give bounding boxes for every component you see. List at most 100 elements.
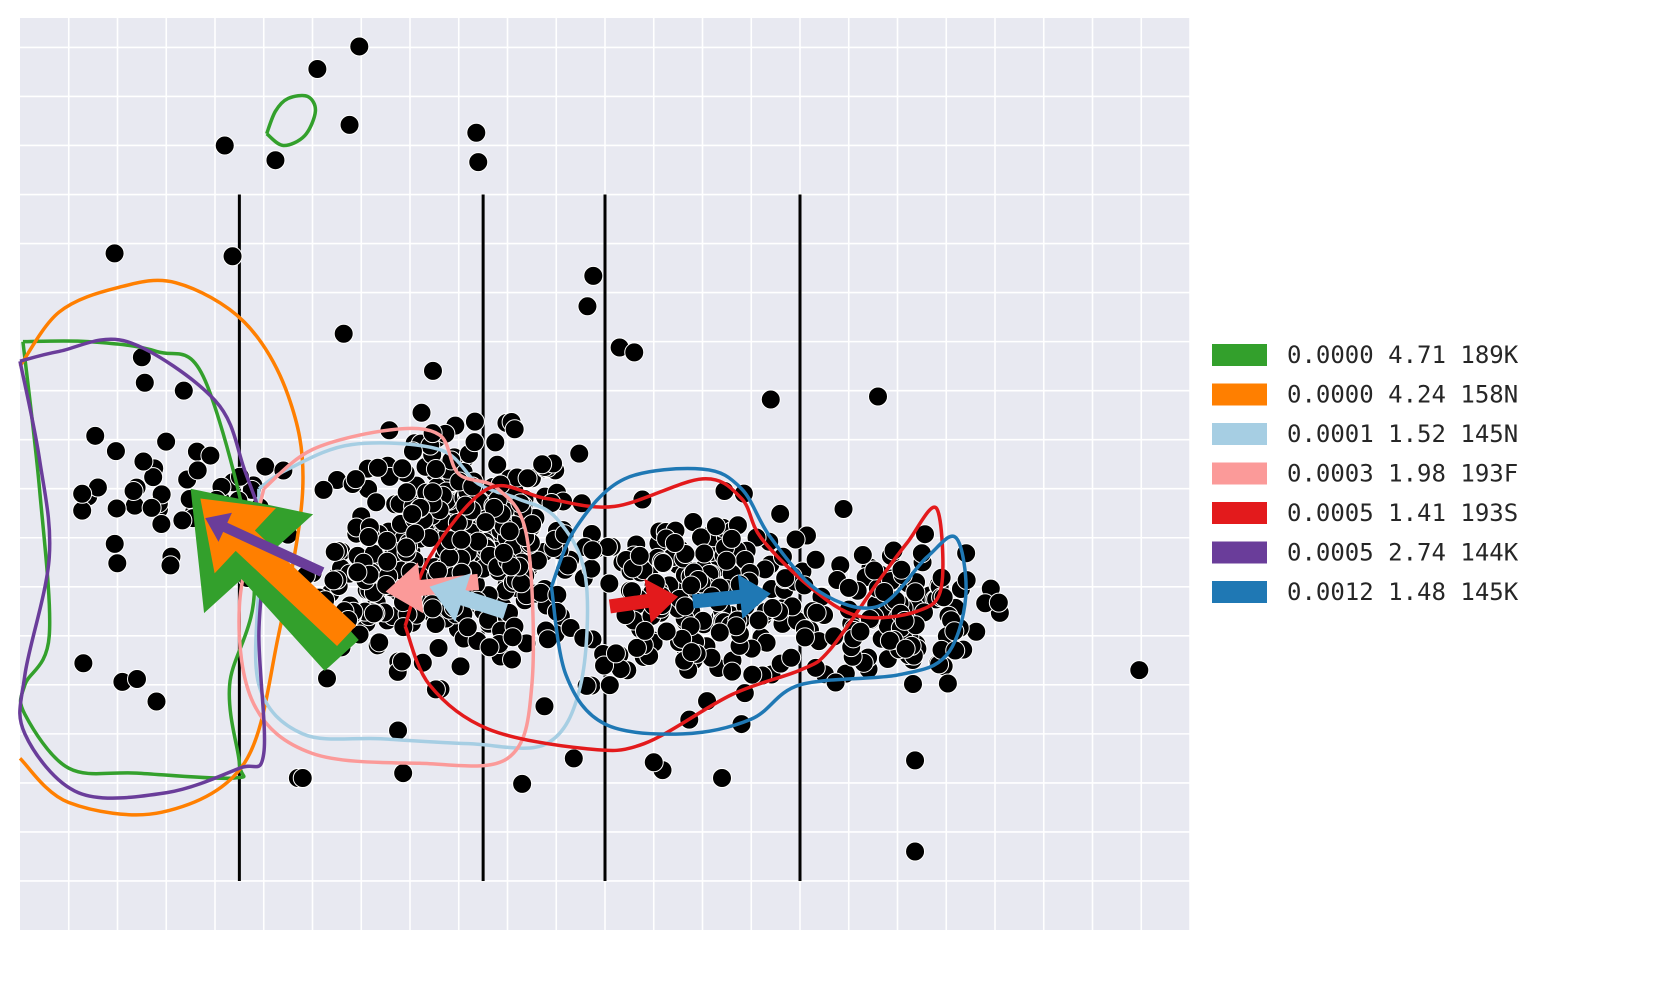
- scatter-point: [537, 629, 558, 650]
- scatter-point: [573, 627, 594, 648]
- scatter-point: [502, 649, 523, 670]
- scatter-point: [347, 562, 368, 583]
- scatter-point: [806, 602, 827, 623]
- scatter-point: [709, 622, 730, 643]
- scatter-point: [105, 441, 126, 462]
- scatter-point: [512, 773, 533, 794]
- scatter-point: [464, 411, 485, 432]
- scatter-point: [173, 380, 194, 401]
- scatter-point: [868, 386, 888, 407]
- scatter-point: [914, 524, 935, 545]
- scatter-point: [629, 545, 650, 566]
- scatter-point: [634, 620, 655, 641]
- scatter-point: [345, 469, 366, 490]
- scatter-point: [160, 555, 181, 576]
- scatter-point: [214, 135, 235, 156]
- scatter-point: [402, 504, 423, 525]
- scatter-point: [599, 573, 620, 594]
- legend-label: 0.0000 4.71 189K: [1287, 341, 1519, 369]
- scatter-point: [833, 499, 854, 520]
- scatter-point: [624, 342, 645, 363]
- scatter-point: [653, 552, 674, 573]
- scatter-point: [681, 642, 702, 663]
- legend-label: 0.0005 1.41 193S: [1287, 499, 1518, 527]
- scatter-point: [393, 617, 414, 638]
- scatter-point: [363, 603, 384, 624]
- scatter-point: [643, 752, 664, 773]
- scatter-point: [594, 655, 615, 676]
- scatter-point: [339, 114, 360, 135]
- scatter-point: [156, 431, 177, 452]
- legend: 0.0000 4.71 189K 0.0000 4.24 158N 0.0001 1…: [1212, 341, 1519, 606]
- scatter-point: [307, 58, 328, 79]
- scatter-point: [583, 265, 604, 286]
- scatter-point: [466, 122, 487, 143]
- scatter-point: [905, 582, 926, 603]
- scatter-point: [146, 691, 167, 712]
- legend-swatch: [1212, 541, 1267, 564]
- scatter-point: [712, 768, 732, 788]
- scatter-point: [626, 637, 647, 658]
- scatter-point: [762, 598, 783, 619]
- scatter-point: [722, 661, 743, 682]
- legend-swatch: [1212, 344, 1267, 366]
- scatter-point: [681, 575, 702, 596]
- scatter-point: [532, 454, 553, 475]
- scatter-point: [511, 573, 532, 594]
- legend-swatch: [1212, 423, 1267, 445]
- scatter-point: [825, 672, 846, 693]
- scatter-point: [133, 451, 154, 472]
- scatter-point: [451, 529, 472, 550]
- scatter-point: [664, 533, 685, 554]
- scatter-point: [265, 150, 286, 171]
- legend-swatch: [1212, 581, 1267, 603]
- contours: [18, 93, 968, 817]
- scatter-point: [391, 651, 412, 672]
- scatter-point: [222, 246, 243, 267]
- scatter-point: [705, 516, 726, 537]
- scatter-point: [493, 542, 514, 563]
- scatter-point: [785, 529, 806, 550]
- scatter-point: [107, 553, 128, 574]
- scatter-point: [392, 458, 413, 479]
- contour-189K-small: [265, 93, 318, 148]
- scatter-point: [388, 720, 409, 741]
- scatter-point: [775, 568, 796, 589]
- scatter-points: [72, 36, 1150, 862]
- scatter-point: [292, 768, 313, 788]
- scatter-point: [582, 540, 603, 561]
- arrows: [190, 488, 771, 671]
- scatter-point: [534, 696, 555, 717]
- scatter-point: [255, 456, 276, 477]
- scatter-point: [891, 559, 912, 580]
- scatter-point: [905, 841, 926, 862]
- scatter-point: [104, 533, 125, 554]
- scatter-point: [134, 372, 155, 393]
- scatter-point: [502, 627, 523, 648]
- scatter-point: [805, 549, 826, 570]
- scatter-point: [716, 550, 737, 571]
- legend-swatch: [1212, 462, 1267, 485]
- scatter-point: [721, 528, 742, 549]
- scatter-point: [411, 402, 432, 423]
- arrow: [692, 574, 771, 620]
- scatter-point: [852, 545, 873, 566]
- scatter-point: [895, 638, 916, 659]
- scatter-point: [200, 445, 221, 466]
- arrow: [608, 578, 679, 624]
- scatter-point: [123, 480, 144, 501]
- scatter-point: [903, 673, 924, 694]
- scatter-point: [850, 621, 871, 642]
- legend-label: 0.0000 4.24 158N: [1287, 381, 1518, 409]
- scatter-point: [393, 763, 414, 784]
- scatter-point: [396, 482, 417, 503]
- scatter-point: [794, 627, 815, 648]
- scatter-point: [988, 592, 1009, 613]
- scatter-point: [1129, 660, 1150, 681]
- scatter-point: [367, 457, 388, 478]
- scatter-point: [838, 577, 859, 598]
- scatter-point: [464, 432, 485, 453]
- scatter-point: [475, 512, 496, 533]
- scatter-point: [879, 630, 900, 651]
